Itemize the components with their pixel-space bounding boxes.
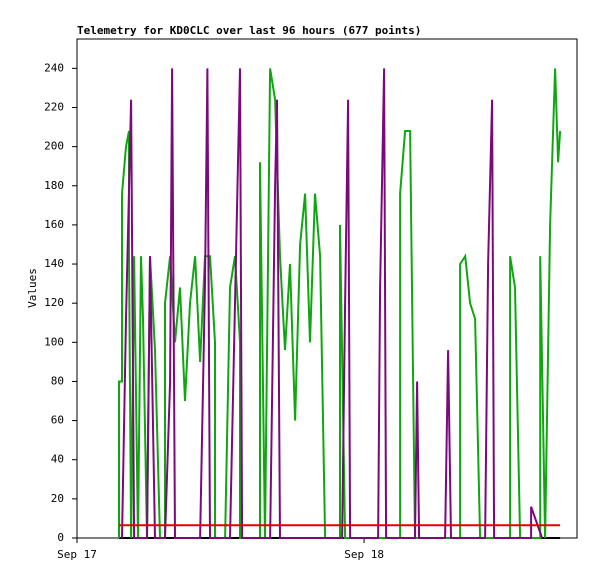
chart-title: Telemetry for KD0CLC over last 96 hours … (77, 24, 421, 37)
y-tick-label: 0 (57, 531, 64, 544)
y-tick-label: 240 (44, 61, 64, 74)
x-tick-label: Sep 17 (57, 548, 97, 561)
y-tick-label: 120 (44, 296, 64, 309)
y-tick-label: 40 (51, 453, 64, 466)
y-tick-label: 60 (51, 414, 64, 427)
y-tick-label: 160 (44, 218, 64, 231)
series-line (121, 68, 544, 539)
y-tick-label: 180 (44, 179, 64, 192)
y-tick-label: 200 (44, 140, 64, 153)
x-tick-label: Sep 18 (344, 548, 384, 561)
y-tick-label: 100 (44, 335, 64, 348)
y-tick-label: 80 (51, 374, 64, 387)
y-tick-label: 140 (44, 257, 64, 270)
y-tick-label: 20 (51, 492, 64, 505)
y-tick-label: 220 (44, 100, 64, 113)
y-axis-label: Values (26, 268, 39, 308)
